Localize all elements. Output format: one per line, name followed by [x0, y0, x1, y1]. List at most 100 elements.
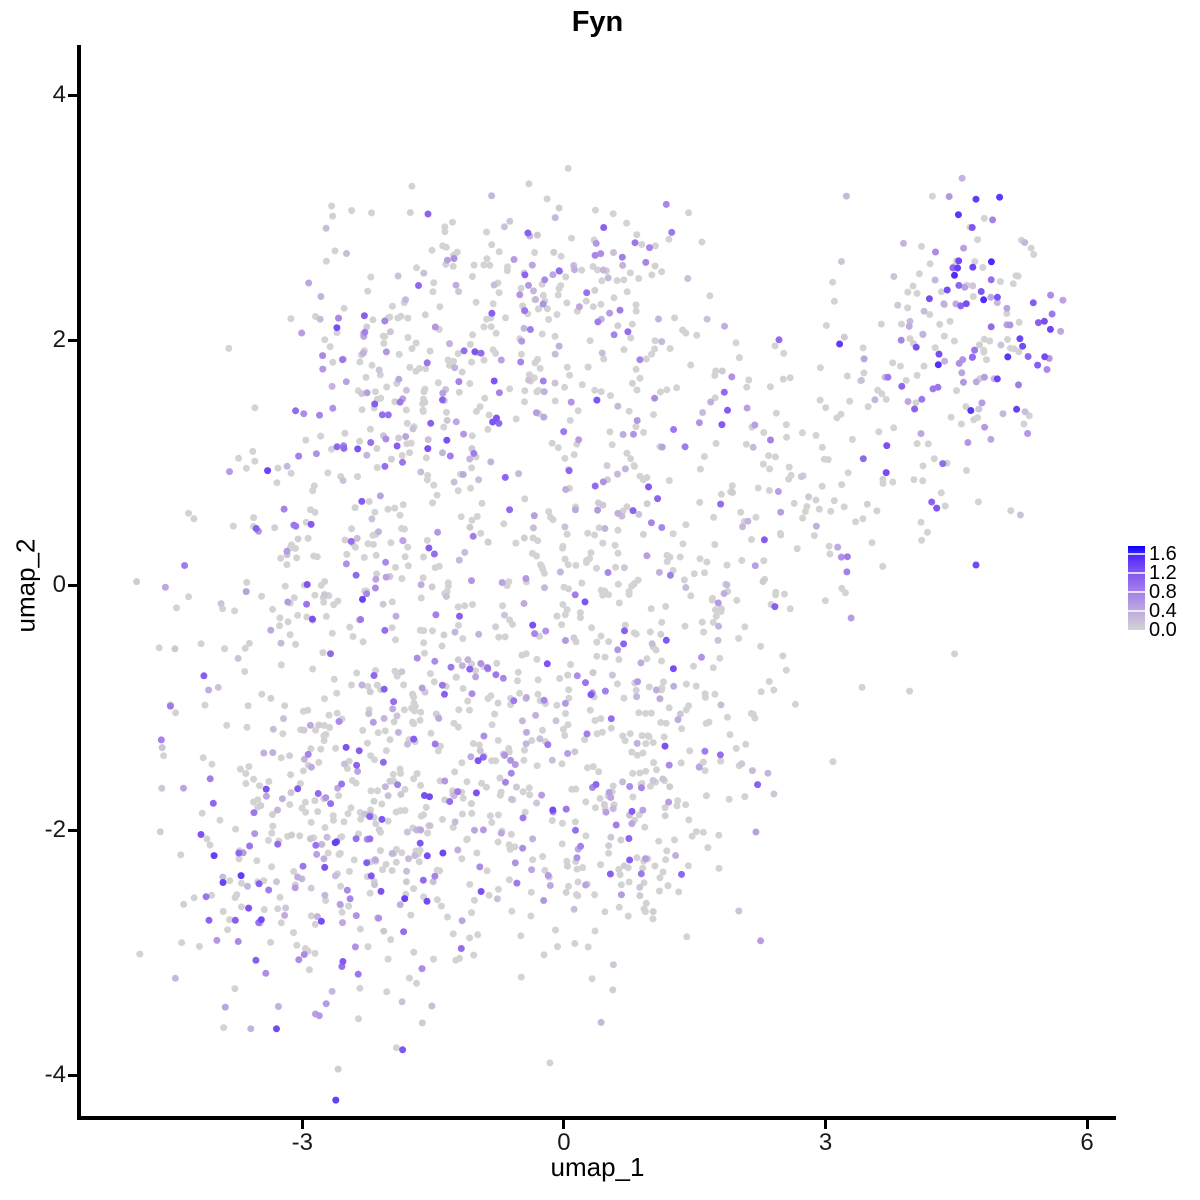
data-point [682, 801, 690, 809]
data-point [545, 315, 553, 323]
data-point [521, 387, 529, 395]
data-point [525, 784, 533, 792]
data-point [394, 728, 402, 736]
data-point [431, 740, 439, 748]
data-point [360, 554, 368, 561]
data-point [666, 783, 674, 791]
data-point [723, 713, 731, 721]
data-point [1057, 327, 1065, 335]
data-point [338, 833, 346, 841]
x-tick-label: 6 [1080, 1129, 1094, 1156]
data-point [561, 523, 569, 531]
data-point [742, 440, 750, 448]
data-point [593, 638, 601, 646]
data-point [698, 238, 706, 246]
data-point [565, 694, 573, 702]
data-point [506, 217, 514, 225]
data-point [417, 826, 425, 834]
data-point [563, 530, 571, 538]
data-point [1009, 280, 1017, 288]
data-point [563, 363, 571, 371]
data-point [859, 344, 867, 352]
data-point [638, 241, 646, 248]
data-point [294, 873, 302, 881]
legend-tick-mark [1128, 610, 1145, 613]
data-point [653, 766, 660, 774]
data-point [690, 662, 697, 670]
data-point [379, 758, 387, 766]
data-point [210, 852, 218, 860]
data-point [338, 780, 346, 788]
data-point [406, 209, 414, 216]
data-point [348, 681, 355, 689]
data-point [605, 849, 613, 857]
data-point [395, 434, 403, 442]
data-point [478, 779, 486, 787]
data-point [241, 644, 249, 652]
data-point [636, 883, 644, 891]
data-point [461, 548, 469, 556]
data-point [649, 777, 657, 784]
data-point [737, 508, 745, 516]
x-tick-label: -3 [291, 1129, 314, 1156]
data-point [488, 721, 496, 729]
data-point [489, 300, 497, 308]
data-point [479, 826, 487, 834]
data-point [668, 228, 676, 236]
data-point [474, 931, 482, 939]
data-point [329, 404, 337, 412]
data-point [957, 420, 965, 428]
data-point [317, 432, 325, 440]
data-point [358, 681, 366, 689]
data-point [540, 696, 548, 704]
data-point [575, 303, 583, 311]
data-point [395, 350, 403, 358]
data-point [480, 356, 488, 364]
data-point [295, 956, 303, 964]
data-point [496, 774, 504, 782]
data-point [745, 376, 753, 384]
data-point [562, 888, 570, 896]
data-point [548, 817, 556, 824]
data-point [494, 699, 502, 707]
data-point [678, 725, 686, 733]
data-point [960, 244, 968, 252]
data-point [490, 281, 498, 289]
data-point [626, 856, 634, 864]
data-point [523, 728, 530, 736]
data-point [631, 239, 639, 247]
data-point [647, 709, 655, 717]
data-point [1034, 319, 1042, 327]
data-point [829, 278, 837, 286]
data-point [650, 411, 657, 419]
data-point [918, 536, 926, 544]
data-point [190, 515, 198, 523]
data-point [313, 913, 321, 921]
data-point [658, 338, 666, 346]
data-point [451, 768, 459, 776]
data-point [648, 271, 656, 279]
data-point [625, 407, 633, 415]
data-point [606, 870, 614, 878]
data-point [224, 926, 232, 934]
data-point [582, 881, 590, 889]
data-point [472, 407, 480, 415]
data-point [702, 792, 710, 800]
data-point [402, 433, 410, 440]
data-point [628, 582, 636, 590]
data-point [536, 364, 544, 372]
data-point [446, 340, 453, 348]
data-point [364, 682, 372, 690]
data-point [628, 807, 636, 815]
data-point [556, 568, 564, 576]
data-point [283, 462, 291, 470]
data-point [663, 847, 671, 855]
data-point [286, 801, 294, 808]
data-point [322, 1000, 330, 1008]
data-point [658, 268, 666, 276]
data-point [786, 374, 794, 382]
data-point [468, 809, 476, 817]
data-point [571, 506, 579, 514]
x-tick-mark [824, 1120, 827, 1129]
data-point [312, 450, 320, 458]
